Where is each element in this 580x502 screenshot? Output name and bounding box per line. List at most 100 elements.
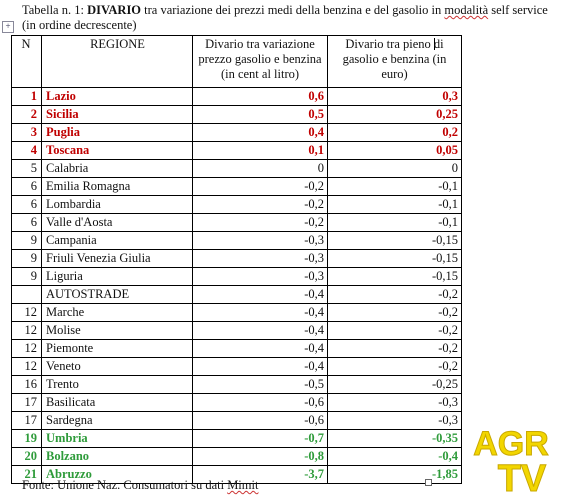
row-region: Valle d'Aosta (41, 213, 193, 232)
row-region: AUTOSTRADE (41, 285, 193, 304)
row-tank-diff: -0,2 (327, 339, 462, 358)
row-region: Marche (41, 303, 193, 322)
row-price-diff: -0,3 (192, 267, 328, 286)
source-note: Fonte: Unione Naz. Consumatori su dati M… (22, 478, 258, 493)
row-tank-diff: -0,3 (327, 393, 462, 412)
caption-prefix: Tabella n. 1: (22, 3, 88, 17)
row-region: Puglia (41, 123, 193, 142)
row-tank-diff: -0,2 (327, 321, 462, 340)
row-tank-diff: -0,1 (327, 177, 462, 196)
table-move-handle-icon[interactable]: + (2, 21, 14, 33)
row-region: Sicilia (41, 105, 193, 124)
row-price-diff: -0,2 (192, 213, 328, 232)
table-resize-handle-icon[interactable] (425, 479, 432, 486)
row-number: 19 (11, 429, 42, 448)
table-row: 5 Calabria 0 0 (11, 159, 462, 178)
row-number: 12 (11, 339, 42, 358)
caption-text: tra variazione dei prezzi medi della ben… (141, 3, 445, 17)
row-price-diff: -0,4 (192, 339, 328, 358)
table-row: 12 Marche -0,4 -0,2 (11, 303, 462, 322)
row-tank-diff: 0,05 (327, 141, 462, 160)
row-tank-diff: 0,3 (327, 87, 462, 106)
row-price-diff: -0,6 (192, 393, 328, 412)
row-price-diff: -0,8 (192, 447, 328, 466)
row-number: 1 (11, 87, 42, 106)
row-number: 21 (11, 465, 42, 484)
row-tank-diff: -0,15 (327, 267, 462, 286)
row-tank-diff: -0,15 (327, 249, 462, 268)
row-number: 9 (11, 249, 42, 268)
row-tank-diff: -0,2 (327, 303, 462, 322)
row-price-diff: -0,4 (192, 357, 328, 376)
row-number: 12 (11, 357, 42, 376)
agr-tv-logo: AGR TV (473, 425, 550, 495)
row-region: Trento (41, 375, 193, 394)
row-region: Friuli Venezia Giulia (41, 249, 193, 268)
row-tank-diff: 0 (327, 159, 462, 178)
table-row: 9 Friuli Venezia Giulia -0,3 -0,15 (11, 249, 462, 268)
price-gap-table: N REGIONE Divario tra variazione prezzo … (11, 35, 462, 484)
row-price-diff: -0,4 (192, 285, 328, 304)
row-region: Molise (41, 321, 193, 340)
table-row: 6 Valle d'Aosta -0,2 -0,1 (11, 213, 462, 232)
row-number: 6 (11, 213, 42, 232)
row-tank-diff: -0,2 (327, 285, 462, 304)
header-tank-diff: Divario tra pieno di gasolio e benzina (… (327, 35, 462, 88)
row-price-diff: -0,6 (192, 411, 328, 430)
row-price-diff: -0,7 (192, 429, 328, 448)
header-region: REGIONE (41, 35, 193, 88)
row-number: 9 (11, 231, 42, 250)
row-region: Toscana (41, 141, 193, 160)
row-number: 16 (11, 375, 42, 394)
row-number: 12 (11, 303, 42, 322)
row-region: Umbria (41, 429, 193, 448)
table-row: 17 Basilicata -0,6 -0,3 (11, 393, 462, 412)
row-price-diff: -0,3 (192, 231, 328, 250)
row-tank-diff: -0,15 (327, 231, 462, 250)
row-price-diff: 0,1 (192, 141, 328, 160)
row-number: 6 (11, 195, 42, 214)
table-caption: Tabella n. 1: DIVARIO tra variazione dei… (22, 3, 578, 33)
row-tank-diff: -1,85 (327, 465, 462, 484)
row-price-diff: -3,7 (192, 465, 328, 484)
row-number: 17 (11, 393, 42, 412)
row-price-diff: -0,4 (192, 303, 328, 322)
row-price-diff: 0 (192, 159, 328, 178)
table-row: 16 Trento -0,5 -0,25 (11, 375, 462, 394)
table-row: 17 Sardegna -0,6 -0,3 (11, 411, 462, 430)
caption-subtitle: (in ordine decrescente) (22, 18, 137, 32)
logo-text-agr: AGR (473, 425, 549, 463)
row-tank-diff: -0,3 (327, 411, 462, 430)
table-row: 12 Veneto -0,4 -0,2 (11, 357, 462, 376)
row-region: Lombardia (41, 195, 193, 214)
row-price-diff: -0,2 (192, 195, 328, 214)
row-region: Liguria (41, 267, 193, 286)
row-tank-diff: 0,2 (327, 123, 462, 142)
row-number (11, 285, 42, 304)
row-tank-diff: -0,2 (327, 357, 462, 376)
source-text: Fonte: Unione Naz. Consumatori su dati (22, 478, 228, 492)
row-tank-diff: -0,4 (327, 447, 462, 466)
row-number: 20 (11, 447, 42, 466)
row-tank-diff: -0,1 (327, 213, 462, 232)
row-number: 17 (11, 411, 42, 430)
row-price-diff: -0,5 (192, 375, 328, 394)
row-region: Bolzano (41, 447, 193, 466)
row-number: 5 (11, 159, 42, 178)
caption-spellcheck-word: modalità (444, 3, 489, 17)
table-row: 19 Umbria -0,7 -0,35 (11, 429, 462, 448)
row-region: Abruzzo (41, 465, 193, 484)
caption-text-end: self service (488, 3, 548, 17)
table-row: 9 Campania -0,3 -0,15 (11, 231, 462, 250)
row-tank-diff: -0,35 (327, 429, 462, 448)
row-region: Veneto (41, 357, 193, 376)
row-region: Emilia Romagna (41, 177, 193, 196)
row-region: Lazio (41, 87, 193, 106)
row-tank-diff: -0,25 (327, 375, 462, 394)
table-row: 2 Sicilia 0,5 0,25 (11, 105, 462, 124)
table-row: 1 Lazio 0,6 0,3 (11, 87, 462, 106)
row-region: Calabria (41, 159, 193, 178)
row-price-diff: 0,5 (192, 105, 328, 124)
row-price-diff: -0,4 (192, 321, 328, 340)
table-row: 6 Lombardia -0,2 -0,1 (11, 195, 462, 214)
